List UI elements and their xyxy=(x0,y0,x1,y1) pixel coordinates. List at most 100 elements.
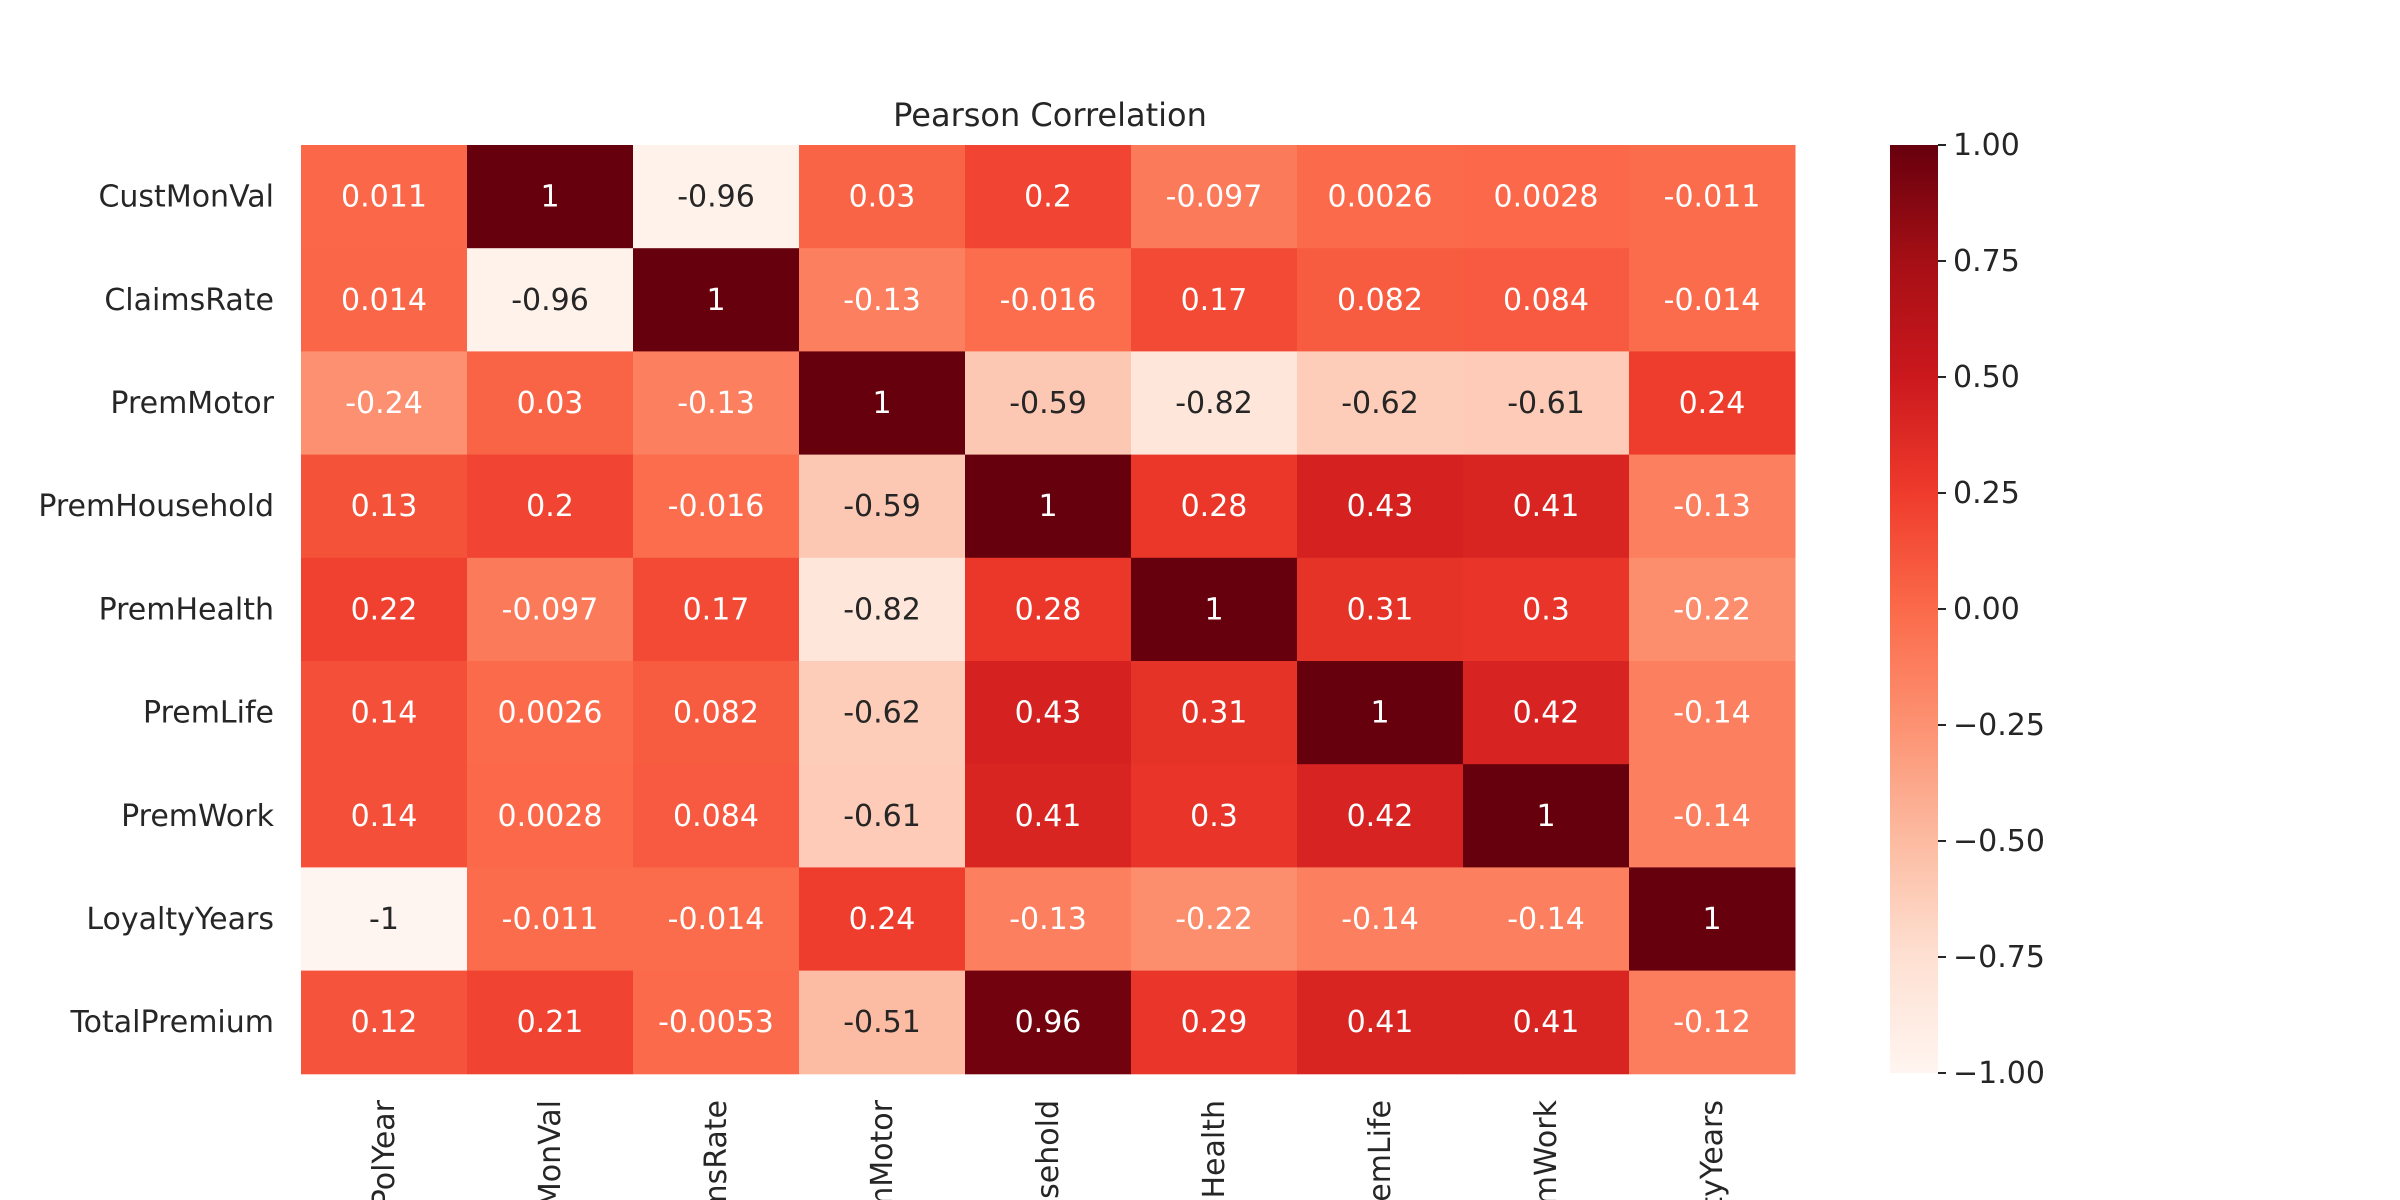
heatmap-cell xyxy=(467,454,634,559)
column-label: ltyYears xyxy=(1695,1100,1730,1200)
cell-value-label: 0.96 xyxy=(1015,1005,1082,1040)
heatmap-cell xyxy=(633,145,800,249)
chart-title: Pearson Correlation xyxy=(893,96,1207,134)
heatmap-cell xyxy=(1297,867,1464,972)
cell-value-label: 0.17 xyxy=(683,592,750,627)
heatmap-cell xyxy=(965,970,1132,1075)
heatmap-cell xyxy=(633,557,800,662)
row-labels: CustMonVal ClaimsRate PremMotor PremHouseho… xyxy=(38,180,274,1041)
cell-value-label: -0.82 xyxy=(843,592,921,627)
cell-value-label: 0.28 xyxy=(1181,489,1248,524)
cell-value-label: -0.14 xyxy=(1507,902,1585,937)
heatmap-cell xyxy=(965,661,1132,765)
heatmap-cell xyxy=(1463,764,1630,868)
cell-value-label: 1 xyxy=(1038,489,1057,524)
heatmap-cell xyxy=(799,764,966,868)
cell-value-label: 1 xyxy=(540,180,559,215)
heatmap-cell xyxy=(1297,248,1464,352)
cell-value-label: -0.0053 xyxy=(658,1005,774,1040)
cell-value-label: 1 xyxy=(1204,592,1223,627)
column-label: usehold xyxy=(1031,1100,1066,1200)
cell-value-label: -0.82 xyxy=(1175,386,1253,421)
heatmap-cell xyxy=(1463,248,1630,352)
heatmap-cell xyxy=(301,454,468,559)
heatmap-cell xyxy=(1297,454,1464,559)
cell-value-label: -0.24 xyxy=(345,386,423,421)
cell-value-label: -0.14 xyxy=(1341,902,1419,937)
heatmap-cell xyxy=(1463,454,1630,559)
cell-value-label: -0.016 xyxy=(1000,283,1097,318)
heatmap-cell xyxy=(799,145,966,249)
cell-value-label: -0.13 xyxy=(677,386,755,421)
colorbar-tick-label: −0.25 xyxy=(1953,708,2045,743)
cell-value-label: 0.3 xyxy=(1522,592,1570,627)
colorbar-tick-label: −0.75 xyxy=(1953,940,2045,975)
cell-value-label: 0.0028 xyxy=(498,799,603,834)
cell-value-label: -0.13 xyxy=(843,283,921,318)
cell-value-label: 1 xyxy=(1536,799,1555,834)
cell-value-label: 0.43 xyxy=(1015,696,1082,731)
cell-value-label: 0.14 xyxy=(351,799,418,834)
column-label: nHealth xyxy=(1197,1100,1232,1200)
colorbar-tick-label: −1.00 xyxy=(1953,1056,2045,1091)
cell-value-label: 1 xyxy=(872,386,891,421)
heatmap-cell xyxy=(799,867,966,972)
cell-value-label: 0.24 xyxy=(1679,386,1746,421)
heatmap-cell xyxy=(301,970,468,1075)
colorbar-tick-label: −0.50 xyxy=(1953,824,2045,859)
heatmap-cell xyxy=(1463,970,1630,1075)
heatmap-cell xyxy=(301,867,468,972)
heatmap-cell xyxy=(467,557,634,662)
heatmap-cell xyxy=(799,557,966,662)
cell-value-label: -0.011 xyxy=(1664,180,1761,215)
cell-value-label: 0.12 xyxy=(351,1005,418,1040)
column-label: emWork xyxy=(1529,1099,1564,1200)
heatmap-cell xyxy=(467,661,634,765)
heatmap-cell xyxy=(965,867,1132,972)
cell-value-label: -0.097 xyxy=(1166,180,1263,215)
heatmap-cell xyxy=(1463,867,1630,972)
heatmap-cell xyxy=(1463,557,1630,662)
cell-value-label: -0.13 xyxy=(1673,489,1751,524)
cell-value-label: 0.2 xyxy=(526,489,574,524)
column-label: PolYear xyxy=(367,1099,402,1200)
column-label: remLife xyxy=(1363,1100,1398,1200)
cell-value-label: -0.96 xyxy=(511,283,589,318)
heatmap-cells: 0.011 1 -0.96 0.03 0.2 -0.097 0.0026 0.0028 -0.0… xyxy=(301,145,1796,1075)
cell-value-label: 0.3 xyxy=(1190,799,1238,834)
cell-value-label: -0.097 xyxy=(502,592,599,627)
cell-value-label: 0.084 xyxy=(1503,283,1589,318)
heatmap-cell xyxy=(799,248,966,352)
heatmap-cell xyxy=(799,454,966,559)
row-label: PremLife xyxy=(143,696,274,731)
column-label: MonVal xyxy=(533,1100,568,1200)
heatmap-cell xyxy=(1297,661,1464,765)
row-label: PremWork xyxy=(121,799,275,834)
cell-value-label: 0.21 xyxy=(517,1005,584,1040)
heatmap-cell xyxy=(1629,970,1796,1075)
cell-value-label: 0.41 xyxy=(1347,1005,1414,1040)
cell-value-label: 0.0028 xyxy=(1494,180,1599,215)
cell-value-label: 0.24 xyxy=(849,902,916,937)
heatmap-cell xyxy=(1131,764,1298,868)
cell-value-label: 0.011 xyxy=(341,180,427,215)
cell-value-label: -0.62 xyxy=(843,696,921,731)
cell-value-label: -1 xyxy=(369,902,399,937)
cell-value-label: -0.51 xyxy=(843,1005,921,1040)
cell-value-label: 0.13 xyxy=(351,489,418,524)
row-label: TotalPremium xyxy=(69,1005,274,1040)
heatmap-cell xyxy=(1297,145,1464,249)
cell-value-label: 0.31 xyxy=(1181,696,1248,731)
column-labels: PolYear MonVal imsRate mMotor usehold nHealth… xyxy=(367,1099,1730,1200)
heatmap-cell xyxy=(965,351,1132,456)
cell-value-label: 0.14 xyxy=(351,696,418,731)
cell-value-label: -0.12 xyxy=(1673,1005,1751,1040)
heatmap-cell xyxy=(467,764,634,868)
cell-value-label: 0.43 xyxy=(1347,489,1414,524)
colorbar-gradient xyxy=(1890,145,1938,1073)
row-label: LoyaltyYears xyxy=(86,902,274,937)
cell-value-label: -0.13 xyxy=(1009,902,1087,937)
heatmap-cell xyxy=(1297,970,1464,1075)
heatmap-cell xyxy=(1629,661,1796,765)
heatmap-cell xyxy=(633,248,800,352)
